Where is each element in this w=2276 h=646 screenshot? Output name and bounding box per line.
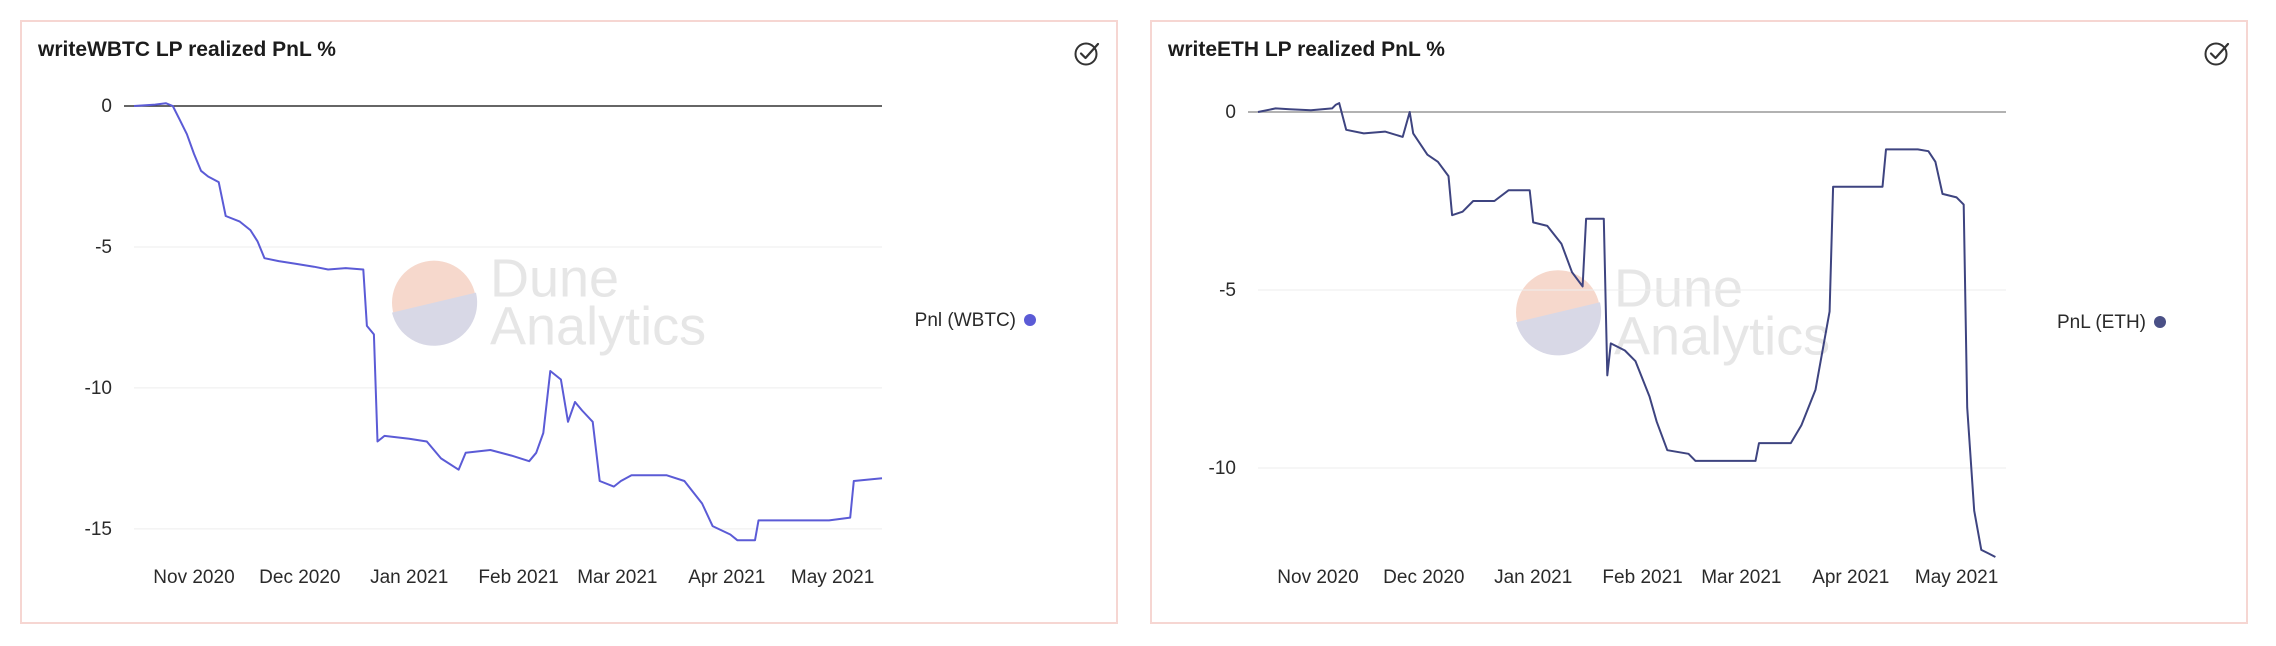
x-tick-label: Jan 2021 (1494, 567, 1572, 588)
chart-title: writeETH LP realized PnL % (1168, 38, 1445, 61)
y-tick-label: 0 (101, 96, 112, 117)
x-tick-label: Nov 2020 (1277, 567, 1358, 588)
x-tick-label: Dec 2020 (1383, 567, 1464, 588)
legend-label: PnL (ETH) (2057, 312, 2146, 333)
watermark-text-line2: Analytics (490, 297, 706, 357)
series-line (1257, 102, 1996, 558)
watermark-text-line2: Analytics (1614, 306, 1830, 366)
y-tick-label: -5 (1219, 280, 1236, 301)
x-tick-label: Apr 2021 (688, 567, 765, 588)
x-tick-label: Jan 2021 (370, 567, 448, 588)
y-tick-label: -5 (95, 237, 112, 258)
chart-panel-wbtc: writeWBTC LP realized PnL % Dune Analytic… (20, 20, 1118, 624)
y-tick-label: -15 (85, 519, 112, 540)
watermark-circle-bottom (1516, 302, 1602, 356)
check-circle-icon[interactable] (2202, 38, 2232, 68)
check-circle-icon[interactable] (1072, 38, 1102, 68)
x-tick-label: Dec 2020 (259, 567, 340, 588)
x-tick-label: Nov 2020 (153, 567, 234, 588)
x-tick-label: Feb 2021 (1602, 567, 1682, 588)
legend-marker (2154, 316, 2166, 328)
chart-panel-eth: writeETH LP realized PnL % Dune Analytics… (1150, 20, 2248, 624)
legend-marker (1024, 314, 1036, 326)
y-tick-label: -10 (85, 378, 112, 399)
watermark-text-line1: Dune (490, 249, 619, 309)
x-tick-label: May 2021 (1915, 567, 1998, 588)
x-tick-label: Feb 2021 (478, 567, 558, 588)
watermark-text-line1: Dune (1614, 258, 1743, 318)
x-tick-label: May 2021 (791, 567, 874, 588)
chart-title: writeWBTC LP realized PnL % (38, 38, 336, 61)
x-tick-label: Apr 2021 (1812, 567, 1889, 588)
legend-label: Pnl (WBTC) (915, 310, 1016, 331)
series-line (133, 102, 883, 542)
y-tick-label: -10 (1209, 458, 1236, 479)
x-tick-label: Mar 2021 (1701, 567, 1781, 588)
watermark-circle-bottom (392, 292, 478, 346)
x-tick-label: Mar 2021 (577, 567, 657, 588)
y-tick-label: 0 (1225, 102, 1236, 123)
